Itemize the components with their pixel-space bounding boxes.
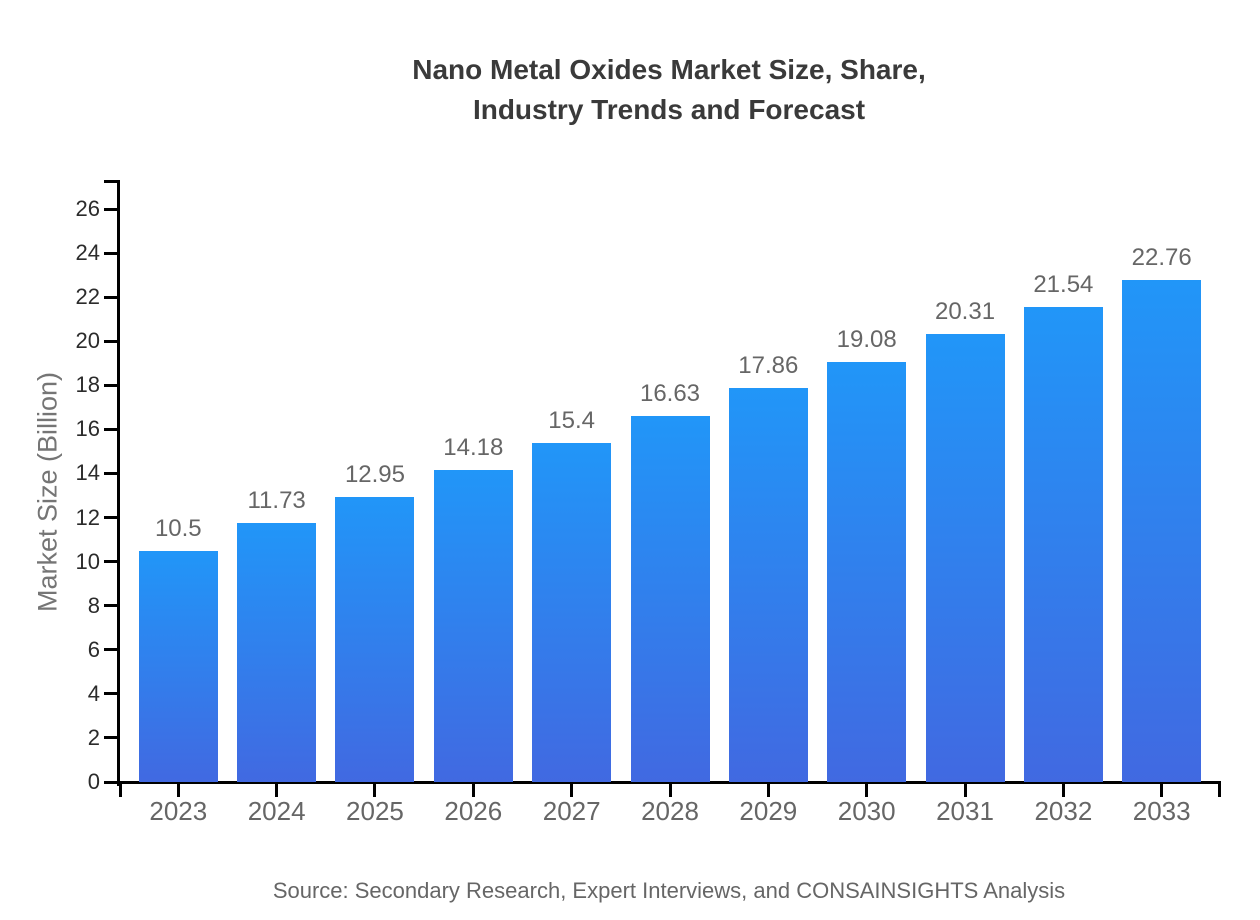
bar [138, 550, 218, 782]
x-tick-label: 2026 [444, 796, 503, 826]
x-axis-start-tick [119, 782, 122, 797]
y-tick [104, 295, 117, 299]
bar-value-label: 17.86 [738, 352, 799, 380]
x-tick-label: 2028 [641, 796, 699, 826]
y-tick [104, 207, 117, 211]
bar [1122, 280, 1202, 782]
bar-value-label: 20.31 [934, 298, 996, 326]
bar-value-label: 11.73 [247, 487, 306, 515]
y-tick-label: 8 [87, 592, 100, 618]
y-tick-label: 20 [75, 328, 100, 354]
y-tick-label: 0 [87, 769, 100, 794]
x-tick [176, 782, 180, 797]
bar [1023, 307, 1103, 782]
x-tick [766, 782, 770, 797]
y-tick-label: 14 [75, 460, 100, 486]
x-tick-label: 2033 [1132, 796, 1191, 826]
bar-value-label: 21.54 [1033, 271, 1094, 299]
x-tick [570, 782, 574, 797]
bar [925, 334, 1005, 782]
y-tick-label: 6 [87, 636, 100, 662]
y-tick [104, 427, 117, 431]
bar [335, 496, 415, 782]
y-tick-label: 12 [75, 504, 100, 530]
bar-value-label: 12.95 [344, 460, 405, 488]
bar-value-label: 14.18 [443, 433, 504, 461]
y-tick [104, 604, 117, 608]
y-tick-label: 4 [87, 680, 100, 706]
y-tick-label: 10 [75, 548, 100, 574]
y-tick-label: 22 [75, 284, 100, 310]
y-tick [104, 560, 117, 564]
x-tick [1160, 782, 1164, 797]
x-tick-label: 2029 [739, 796, 798, 826]
y-tick [104, 736, 117, 740]
x-tick-label: 2025 [346, 796, 404, 826]
bar [532, 442, 612, 782]
y-tick-label: 18 [75, 372, 100, 398]
y-tick [104, 383, 117, 387]
chart-title-line1: Nano Metal Oxides Market Size, Share, [412, 54, 926, 85]
y-tick [104, 780, 117, 784]
x-tick-label: 2024 [247, 796, 306, 826]
bar [827, 361, 907, 782]
bar-value-label: 15.4 [548, 406, 596, 434]
chart-title: Nano Metal Oxides Market Size, Share, In… [117, 50, 1221, 130]
y-tick-label: 16 [75, 416, 100, 442]
y-tick [104, 648, 117, 652]
y-tick-label: 24 [75, 240, 100, 266]
x-axis-endcap [1218, 782, 1221, 797]
bar [728, 388, 808, 782]
y-tick-label: 2 [87, 724, 100, 750]
y-tick [104, 471, 117, 475]
x-tick-label: 2032 [1034, 796, 1093, 826]
x-tick [471, 782, 475, 797]
x-tick-label: 2031 [936, 796, 994, 826]
y-axis-endcap [104, 180, 120, 183]
y-tick [104, 339, 117, 343]
bar-value-label: 19.08 [836, 325, 897, 353]
y-tick [104, 692, 117, 696]
y-tick-label: 26 [75, 196, 100, 221]
source-note: Source: Secondary Research, Expert Inter… [272, 878, 1066, 903]
x-tick-label: 2030 [837, 796, 896, 826]
x-tick-label: 2027 [542, 796, 601, 826]
y-tick [104, 251, 117, 255]
bar [630, 415, 710, 782]
bar [433, 469, 513, 782]
bar-value-label: 22.76 [1131, 244, 1192, 272]
x-tick [373, 782, 377, 797]
x-tick [668, 782, 672, 797]
bar-value-label: 10.5 [154, 514, 202, 542]
x-tick [963, 782, 967, 797]
x-tick [1061, 782, 1065, 797]
y-tick [104, 516, 117, 520]
bar-value-label: 16.63 [639, 379, 701, 407]
x-tick [275, 782, 279, 797]
x-tick [865, 782, 869, 797]
chart-title-line2: Industry Trends and Forecast [472, 94, 866, 125]
bar [237, 523, 317, 782]
x-tick-label: 2023 [149, 796, 208, 826]
y-axis-line [117, 180, 120, 786]
